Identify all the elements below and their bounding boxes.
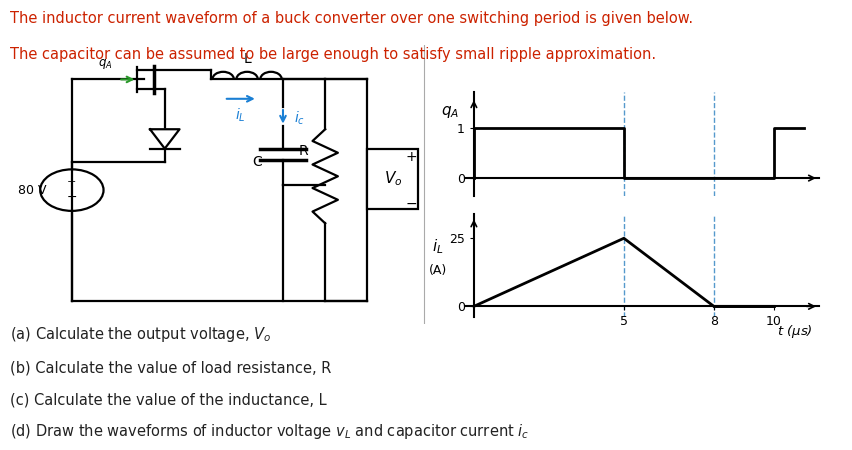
Text: 80 V: 80 V (18, 184, 46, 197)
Text: C: C (252, 155, 262, 170)
Text: (b) Calculate the value of load resistance, R: (b) Calculate the value of load resistan… (10, 361, 331, 376)
Text: $q_A$: $q_A$ (440, 104, 458, 121)
FancyBboxPatch shape (367, 148, 417, 210)
Text: +: + (406, 150, 417, 164)
Text: $i_L$: $i_L$ (235, 107, 246, 125)
Text: The inductor current waveform of a buck converter over one switching period is g: The inductor current waveform of a buck … (10, 11, 693, 26)
Text: (d) Draw the waveforms of inductor voltage $v_L$ and capacitor current $i_c$: (d) Draw the waveforms of inductor volta… (10, 422, 529, 441)
Text: The capacitor can be assumed to be large enough to satisfy small ripple approxim: The capacitor can be assumed to be large… (10, 47, 655, 62)
Polygon shape (150, 129, 179, 148)
Text: −: − (406, 197, 417, 211)
Text: $i_L$: $i_L$ (432, 237, 443, 256)
Text: $V_o$: $V_o$ (383, 170, 401, 189)
Text: $i_c$: $i_c$ (293, 109, 304, 127)
Text: (A): (A) (429, 265, 446, 278)
Text: L: L (243, 52, 250, 66)
Text: (a) Calculate the output voltage, $V_o$: (a) Calculate the output voltage, $V_o$ (10, 325, 271, 344)
Text: +: + (67, 177, 77, 187)
Text: R: R (298, 144, 308, 158)
Text: −: − (66, 191, 77, 204)
Text: $q_A$: $q_A$ (98, 57, 112, 71)
Text: (c) Calculate the value of the inductance, L: (c) Calculate the value of the inductanc… (10, 392, 326, 407)
Text: $t$ ($\mu s$): $t$ ($\mu s$) (776, 323, 812, 340)
